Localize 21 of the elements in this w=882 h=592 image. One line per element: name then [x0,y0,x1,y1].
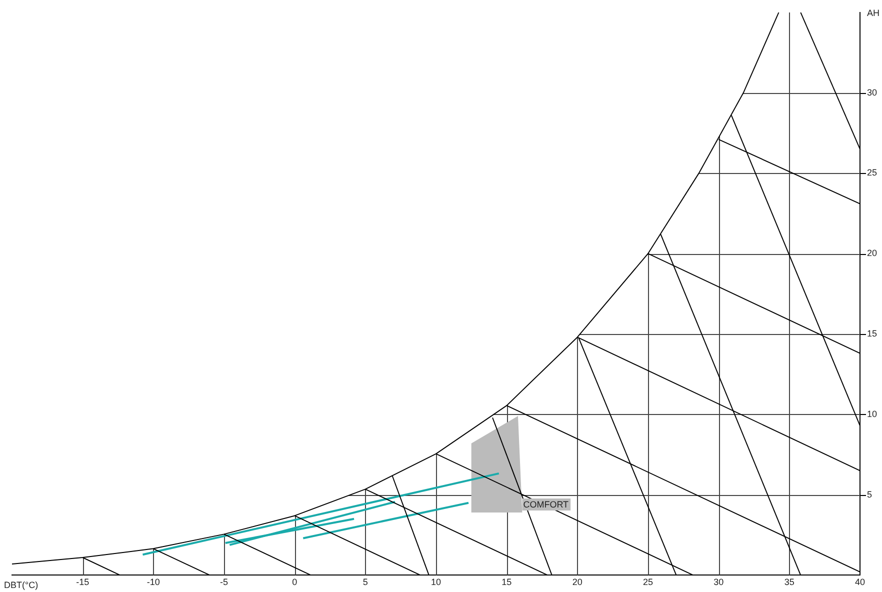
x-tick-label: -15 [76,577,90,588]
x-tick-label: -5 [220,577,228,588]
y-tick-label: 30 [867,87,878,98]
y-tick-label: 15 [867,328,878,338]
x-tick-label: 0 [292,577,298,588]
x-tick-label: 30 [714,577,724,588]
x-tick-label: 40 [854,577,866,588]
x-tick-label: 35 [784,577,794,588]
x-tick-label: 25 [642,577,654,588]
x-tick-label: 5 [362,577,368,588]
series-label: COMFORT [523,499,570,510]
x-tick-label: 20 [572,577,582,588]
y-tick-label: 25 [867,168,878,178]
y-tick-label: 5 [867,489,872,500]
x-axis-title: DBT(°C) [4,580,38,590]
y-tick-label: 20 [867,248,878,258]
y-tick-label: 10 [867,408,878,419]
x-tick-label: 15 [502,577,512,588]
y-axis-title: AH [867,8,880,18]
x-tick-label: 10 [430,577,442,588]
x-tick-label: -10 [146,577,160,588]
